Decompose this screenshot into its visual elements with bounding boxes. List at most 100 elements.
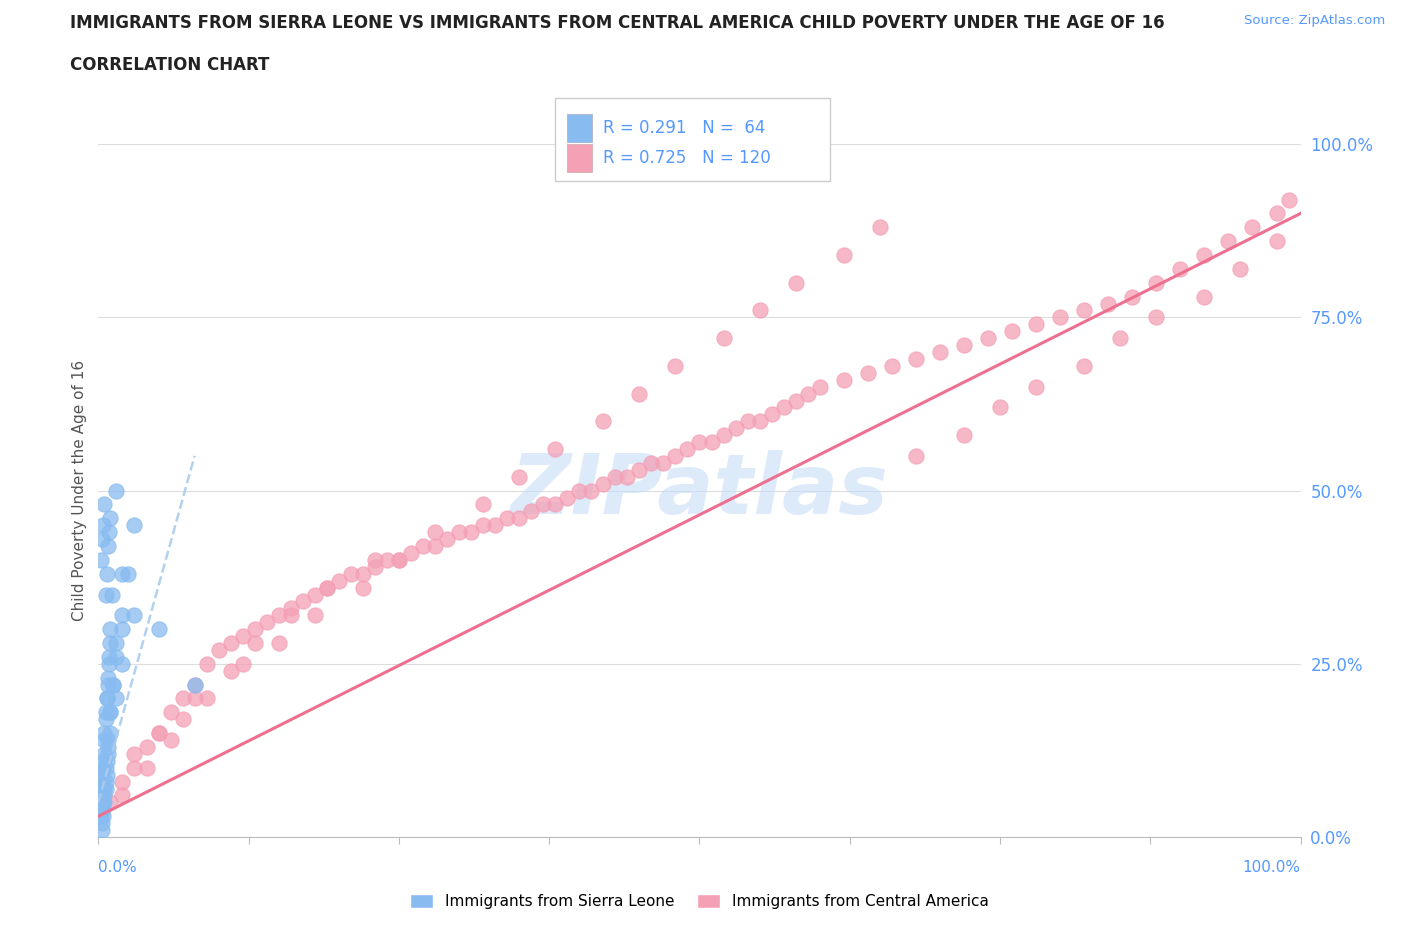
Point (832, 372, 855, 387)
Point (676, 442, 699, 457)
Point (628, 462, 651, 477)
Point (100, 511, 122, 525)
Point (90, 552, 112, 567)
Point (111, 566, 134, 581)
Point (97, 538, 120, 553)
Point (208, 643, 231, 658)
Point (592, 476, 614, 491)
Point (94, 761, 117, 776)
Point (111, 788, 134, 803)
Point (1097, 296, 1119, 311)
Point (90, 788, 112, 803)
Point (91, 532, 114, 547)
Point (91, 816, 114, 830)
Legend: Immigrants from Sierra Leone, Immigrants from Central America: Immigrants from Sierra Leone, Immigrants… (409, 894, 990, 909)
Point (195, 691, 218, 706)
Point (856, 365, 879, 380)
Point (1194, 247, 1216, 262)
Point (105, 484, 128, 498)
Point (111, 657, 134, 671)
Point (96, 691, 118, 706)
Point (880, 358, 903, 373)
Point (713, 331, 735, 346)
Point (159, 733, 181, 748)
Point (1049, 310, 1071, 325)
Point (91, 809, 114, 824)
Point (183, 677, 205, 692)
Point (808, 379, 831, 394)
Point (172, 691, 194, 706)
Point (96, 767, 118, 782)
Point (124, 761, 146, 776)
Point (869, 219, 891, 234)
Point (737, 414, 759, 429)
Point (97, 739, 120, 754)
Point (640, 456, 662, 471)
Point (93, 497, 115, 512)
Point (664, 448, 686, 463)
Point (100, 705, 122, 720)
Point (460, 525, 482, 539)
Point (508, 470, 530, 485)
Point (96, 753, 118, 768)
Point (98, 649, 121, 664)
Point (1121, 289, 1143, 304)
Point (91, 518, 114, 533)
Point (91, 753, 114, 768)
Point (124, 747, 146, 762)
Point (364, 559, 387, 574)
Point (93, 747, 115, 762)
Point (772, 400, 794, 415)
Point (616, 470, 638, 485)
Point (111, 774, 134, 789)
Point (93, 725, 115, 740)
Point (97, 677, 120, 692)
Point (100, 705, 122, 720)
Point (688, 434, 710, 449)
Point (472, 497, 495, 512)
Point (904, 448, 927, 463)
Point (94, 774, 117, 789)
Point (724, 420, 747, 435)
Point (135, 761, 157, 776)
Point (100, 587, 122, 602)
Point (94, 781, 117, 796)
Point (544, 497, 567, 512)
Point (748, 303, 770, 318)
Point (977, 331, 1000, 346)
Text: ZIPatlas: ZIPatlas (510, 450, 889, 531)
Point (159, 705, 181, 720)
Point (105, 649, 128, 664)
Point (183, 691, 205, 706)
Point (97, 733, 120, 748)
Point (91, 767, 114, 782)
Text: R = 0.725   N = 120: R = 0.725 N = 120 (603, 149, 770, 167)
Point (97, 747, 120, 762)
Text: CORRELATION CHART: CORRELATION CHART (70, 56, 270, 73)
Point (148, 725, 170, 740)
Point (117, 566, 139, 581)
Point (713, 428, 735, 443)
Point (1265, 233, 1288, 248)
Point (93, 781, 115, 796)
Point (953, 428, 976, 443)
Point (315, 580, 337, 595)
Point (988, 400, 1011, 415)
Point (928, 344, 950, 359)
Text: 0.0%: 0.0% (98, 860, 138, 875)
Point (388, 552, 411, 567)
Point (97, 671, 120, 685)
Point (581, 484, 603, 498)
Point (91, 761, 114, 776)
Point (399, 546, 422, 561)
Point (219, 663, 242, 678)
Point (628, 386, 651, 401)
Point (91, 823, 114, 838)
Text: IMMIGRANTS FROM SIERRA LEONE VS IMMIGRANTS FROM CENTRAL AMERICA CHILD POVERTY UN: IMMIGRANTS FROM SIERRA LEONE VS IMMIGRAN… (70, 14, 1166, 32)
Point (111, 622, 134, 637)
Point (256, 615, 278, 630)
Point (484, 518, 506, 533)
Point (280, 601, 302, 616)
Point (508, 511, 530, 525)
Point (98, 525, 121, 539)
